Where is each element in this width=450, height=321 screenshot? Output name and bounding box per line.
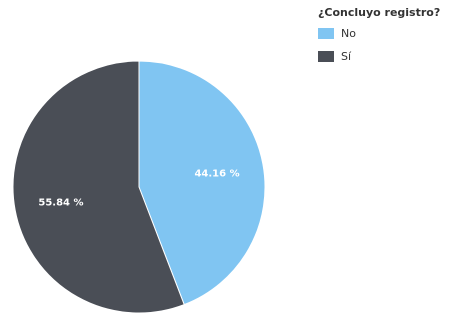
legend-swatch-no bbox=[318, 28, 334, 39]
slice-label-no: 44.16 % bbox=[194, 169, 239, 180]
legend: ¿Concluyo registro? No Sí bbox=[318, 6, 440, 73]
pie-slice-si[interactable] bbox=[12, 60, 185, 314]
pie-slice-no[interactable] bbox=[138, 60, 266, 306]
legend-label-no: No bbox=[341, 27, 356, 40]
legend-item-si[interactable]: Sí bbox=[318, 50, 440, 63]
legend-label-si: Sí bbox=[341, 50, 352, 63]
legend-item-no[interactable]: No bbox=[318, 27, 440, 40]
legend-title: ¿Concluyo registro? bbox=[318, 6, 441, 19]
legend-swatch-si bbox=[318, 51, 334, 62]
slice-label-si: 55.84 % bbox=[38, 197, 83, 208]
